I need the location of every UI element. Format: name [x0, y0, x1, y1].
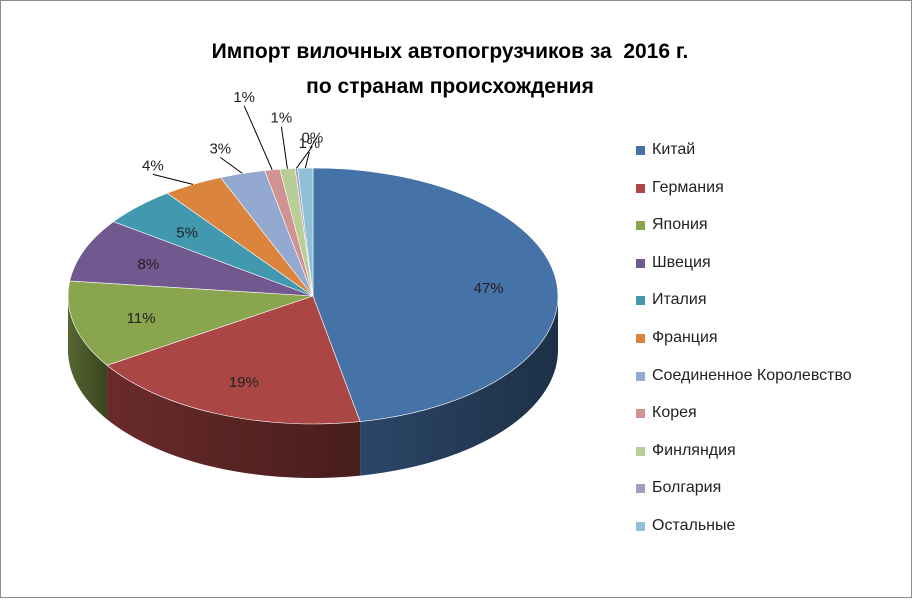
data-labels: 47%19%11%8%5%4%3%1%1%0%1%	[127, 89, 504, 391]
chart-title-line-2: по странам происхождения	[306, 75, 594, 98]
leader-line-8	[243, 105, 273, 171]
pie-slices	[67, 167, 559, 425]
data-label-11: 1%	[298, 135, 320, 152]
data-label-8: 1%	[233, 89, 255, 106]
leader-line-9	[280, 126, 288, 169]
chart-title: Импорт вилочных автопогрузчиков за 2016 …	[160, 34, 740, 104]
leader-line-7	[220, 156, 243, 174]
data-label-10: 0%	[302, 129, 324, 146]
legend-swatch	[636, 371, 645, 381]
data-label-5: 5%	[176, 224, 198, 241]
legend-label: Финляндия	[652, 441, 736, 459]
pie-side-2	[107, 365, 361, 478]
legend-swatch	[636, 409, 645, 419]
legend-swatch	[636, 484, 645, 494]
legend-label: Германия	[652, 178, 724, 196]
legend-label: Соединенное Королевство	[652, 366, 852, 384]
data-label-7: 3%	[209, 140, 231, 157]
legend-swatch	[636, 334, 645, 343]
legend-swatch	[636, 146, 645, 155]
pie-side-walls	[68, 296, 558, 478]
data-label-1: 47%	[474, 280, 504, 297]
legend-swatch	[636, 446, 645, 456]
leader-line-11	[304, 151, 310, 169]
legend-label: Япония	[652, 216, 708, 234]
leader-line-6	[152, 173, 194, 185]
data-label-4: 8%	[138, 256, 160, 273]
legend-label: Болгария	[652, 479, 722, 497]
legend-label: Остальные	[652, 517, 736, 534]
pie-side-3	[68, 296, 108, 420]
legend-label: Швеция	[652, 253, 711, 271]
pie-slice-1	[312, 167, 559, 422]
legend-label: Китай	[652, 141, 696, 158]
legend-label: Корея	[652, 404, 697, 422]
data-label-2: 19%	[229, 374, 259, 391]
pie-slice-2	[106, 295, 361, 425]
pie-slice-3	[67, 280, 314, 366]
pie-slice-4	[69, 221, 314, 297]
legend-swatch	[636, 221, 645, 231]
legend-swatch	[636, 296, 645, 306]
legend-swatch	[636, 522, 645, 531]
legend-swatch	[636, 183, 645, 193]
legend-label: Италия	[652, 291, 707, 309]
legend-label: Франция	[652, 329, 718, 346]
data-label-3: 11%	[127, 310, 156, 327]
pie-side-1	[360, 296, 558, 476]
chart-title-line-1: Импорт вилочных автопогрузчиков за 2016 …	[211, 40, 689, 63]
data-label-9: 1%	[271, 110, 293, 127]
leader-line-10	[295, 146, 313, 169]
data-label-6: 4%	[142, 157, 164, 174]
legend-swatch	[636, 258, 645, 268]
